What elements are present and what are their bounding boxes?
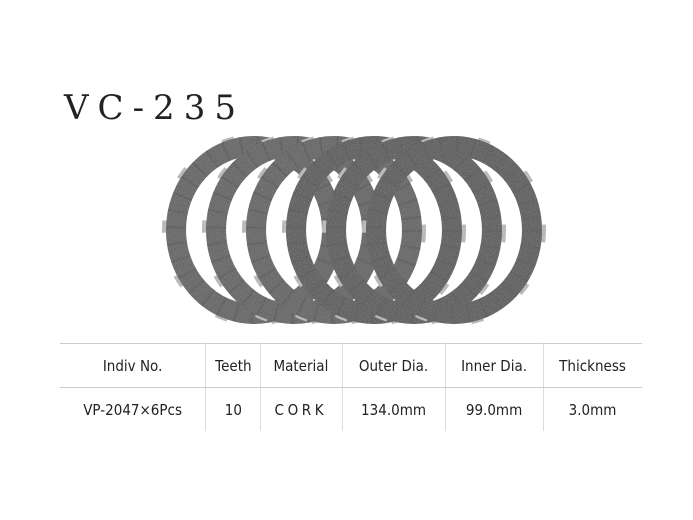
clutch-plate <box>242 134 426 326</box>
header-teeth: Teeth <box>207 343 258 388</box>
cell-material: CORK <box>264 387 339 431</box>
cell-teeth: 10 <box>207 387 258 431</box>
cell-outer-dia: 134.0mm <box>346 387 441 431</box>
cell-indiv-no: VP-2047×6Pcs <box>83 400 183 419</box>
table-row: VP-2047×6Pcs 10 CORK 134.0mm 99.0mm 3.0m… <box>60 387 642 431</box>
product-title: VC-235 <box>64 88 245 128</box>
header-thickness: Thickness <box>547 343 638 388</box>
header-inner-dia: Inner Dia. <box>449 343 539 388</box>
clutch-plate <box>322 134 506 326</box>
header-material: Material <box>264 343 339 388</box>
clutch-plate <box>362 134 546 326</box>
cell-inner-dia: 99.0mm <box>449 387 539 431</box>
table-header-row: Indiv No. Teeth Material Outer Dia. Inne… <box>60 343 642 388</box>
header-indiv-no: Indiv No. <box>67 343 199 388</box>
clutch-plate <box>282 134 466 326</box>
header-outer-dia: Outer Dia. <box>346 343 441 388</box>
cell-thickness: 3.0mm <box>547 387 638 431</box>
spec-table: Indiv No. Teeth Material Outer Dia. Inne… <box>60 343 642 431</box>
